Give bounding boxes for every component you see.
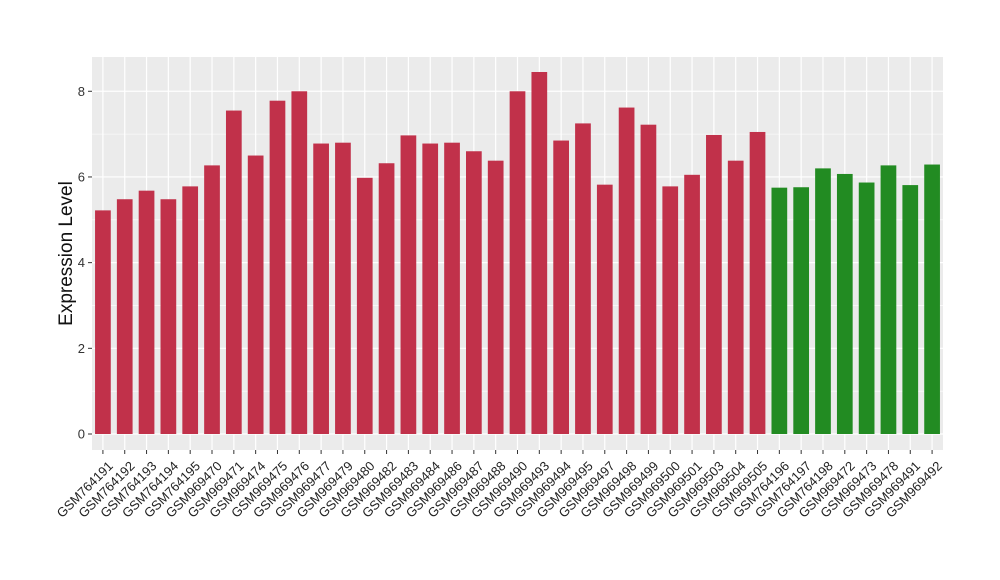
y-tick-label: 6 (78, 169, 85, 184)
bar-GSM969476 (291, 91, 308, 434)
bar-GSM969498 (618, 107, 635, 434)
bar-GSM969479 (335, 142, 351, 434)
bar-GSM969497 (596, 184, 613, 434)
x-axis: GSM764191GSM764192GSM764193GSM764194GSM7… (54, 450, 945, 521)
bar-GSM969503 (706, 134, 722, 434)
bar-GSM969500 (662, 186, 679, 434)
bar-GSM969488 (487, 160, 504, 435)
bar-GSM969487 (466, 151, 482, 434)
y-tick-label: 2 (78, 341, 85, 356)
bar-GSM969501 (684, 174, 700, 434)
bar-GSM764196 (771, 187, 788, 434)
y-axis: 0 2 4 6 8 (78, 84, 92, 442)
bar-GSM969480 (356, 177, 373, 434)
bar-GSM969484 (422, 143, 439, 434)
bar-GSM764198 (815, 168, 831, 435)
bar-GSM969483 (400, 135, 417, 434)
y-axis-title: Expression Level (56, 181, 77, 326)
bar-GSM764192 (116, 199, 133, 434)
y-tick-label: 0 (78, 427, 85, 442)
bar-GSM969475 (269, 100, 286, 434)
bar-GSM969477 (313, 143, 329, 434)
bar-GSM764197 (793, 187, 810, 434)
bar-GSM969472 (836, 173, 853, 434)
bar-GSM969474 (247, 155, 264, 434)
bar-GSM764195 (182, 186, 199, 434)
bar-GSM969471 (225, 110, 242, 434)
bar-GSM969473 (858, 182, 875, 434)
bar-GSM764193 (138, 190, 155, 434)
bar-GSM969504 (727, 160, 744, 435)
bar-GSM969470 (204, 165, 220, 434)
bar-GSM969482 (378, 163, 395, 434)
bar-GSM969499 (640, 124, 657, 435)
bar-GSM969492 (924, 164, 940, 434)
bar-GSM969495 (575, 123, 591, 434)
bar-GSM764194 (160, 199, 177, 434)
bar-GSM969486 (444, 142, 460, 434)
bar-GSM764191 (95, 210, 111, 434)
bar-GSM969505 (749, 131, 766, 434)
bar-GSM969490 (509, 91, 526, 434)
y-tick-label: 4 (78, 255, 85, 270)
bar-GSM969494 (553, 140, 569, 434)
bars (95, 71, 940, 435)
bar-GSM969478 (880, 165, 897, 434)
bar-GSM969491 (902, 185, 919, 434)
y-tick-label: 8 (78, 84, 85, 99)
bar-GSM969493 (531, 71, 548, 434)
